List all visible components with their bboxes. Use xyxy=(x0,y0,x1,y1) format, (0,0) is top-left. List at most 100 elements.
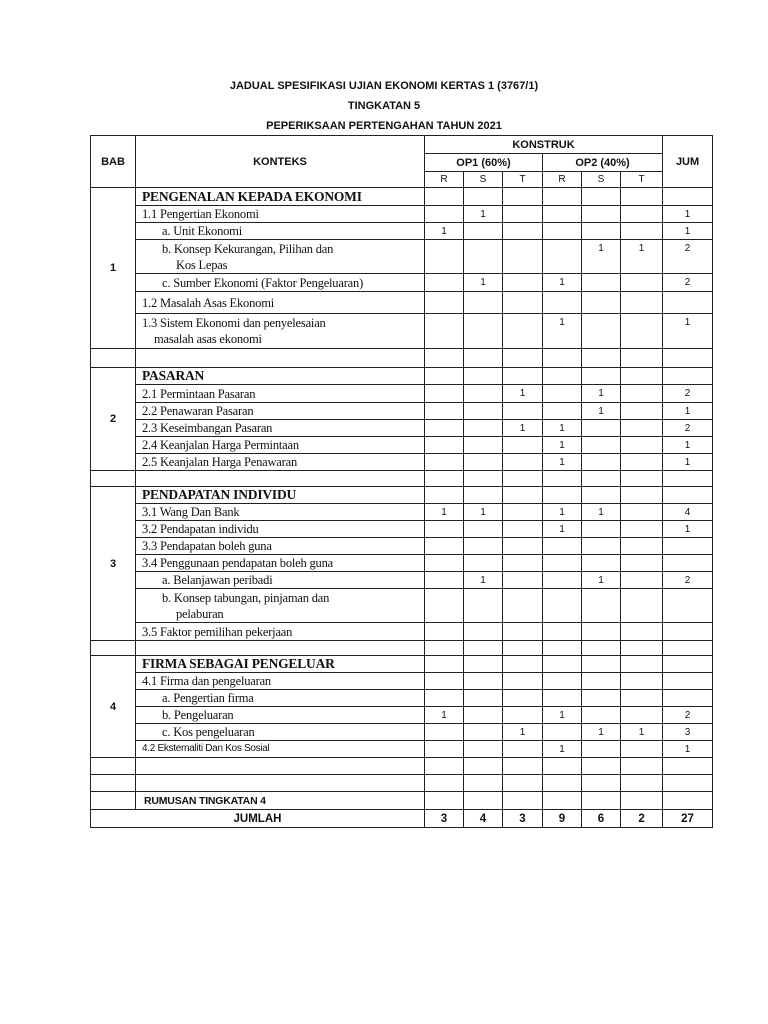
konteks-text: 2.2 Penawaran Pasaran xyxy=(142,404,254,418)
konteks-text: 4.1 Firma dan pengeluaran xyxy=(142,674,271,688)
header-level-op1-t: T xyxy=(502,171,543,188)
score-cell xyxy=(463,402,503,420)
jum-cell: 1 xyxy=(662,453,714,471)
score-cell xyxy=(581,774,621,792)
jum-cell: 1 xyxy=(662,313,714,349)
score-cell xyxy=(542,205,582,223)
total-cell: 6 xyxy=(581,809,621,828)
score-cell xyxy=(463,554,503,572)
table-row: a. Unit Ekonomi 1 1 xyxy=(91,222,714,240)
score-cell xyxy=(463,706,503,724)
score-cell xyxy=(542,291,582,314)
score-cell xyxy=(619,622,664,641)
score-cell xyxy=(502,436,543,454)
jum-cell: 3 xyxy=(662,723,714,741)
score-cell xyxy=(619,273,664,292)
header-level-op1-s: S xyxy=(463,171,503,188)
score-cell xyxy=(581,419,621,437)
score-cell: 1 xyxy=(619,239,664,274)
score-cell xyxy=(424,520,464,538)
konteks-text-line2: masalah asas ekonomi xyxy=(154,332,262,346)
konteks-text: b. Konsep tabungan, pinjaman dan xyxy=(162,590,330,605)
score-cell xyxy=(542,757,582,775)
score-cell xyxy=(581,757,621,775)
score-cell xyxy=(619,689,664,707)
score-cell: 1 xyxy=(463,273,503,292)
score-cell xyxy=(581,486,621,504)
score-cell xyxy=(581,655,621,673)
score-cell xyxy=(581,436,621,454)
konteks-text: b. Pengeluaran xyxy=(162,708,234,722)
score-cell xyxy=(581,554,621,572)
score-cell xyxy=(542,640,582,656)
score-cell xyxy=(502,706,543,724)
jum-cell xyxy=(662,470,714,487)
table-row: 2.3 Keseimbangan Pasaran 1 1 2 xyxy=(91,419,714,437)
jum-cell xyxy=(662,655,714,673)
score-cell xyxy=(463,655,503,673)
score-cell xyxy=(619,672,664,690)
score-cell xyxy=(542,774,582,792)
score-cell xyxy=(502,239,543,274)
jum-cell: 2 xyxy=(662,273,714,292)
score-cell xyxy=(463,222,503,240)
score-cell xyxy=(463,622,503,641)
table-row: b. Konsep tabungan, pinjaman dan pelabura… xyxy=(91,588,714,623)
table-row: 4 FIRMA SEBAGAI PENGELUAR xyxy=(90,655,714,758)
konteks-text: 3.4 Penggunaan pendapatan boleh guna xyxy=(142,556,334,570)
score-cell xyxy=(502,672,543,690)
jum-cell xyxy=(662,689,714,707)
jum-cell: 2 xyxy=(662,384,714,403)
score-cell xyxy=(424,402,464,420)
table-row: 4.2 Eksternaliti Dan Kos Sosial 1 1 xyxy=(91,740,714,758)
score-cell xyxy=(581,291,621,314)
score-cell xyxy=(581,453,621,471)
total-row: JUMLAH 3 4 3 9 6 2 27 xyxy=(90,809,714,828)
score-cell xyxy=(619,313,664,349)
score-cell xyxy=(463,470,503,487)
score-cell xyxy=(424,640,464,656)
score-cell xyxy=(542,187,582,206)
score-cell xyxy=(581,791,621,810)
score-cell xyxy=(619,367,664,385)
score-cell xyxy=(424,470,464,487)
header-level-op2-s: S xyxy=(581,171,621,188)
konteks-cell: 1.2 Masalah Asas Ekonomi xyxy=(135,291,425,314)
topic-heading: FIRMA SEBAGAI PENGELUAR xyxy=(135,655,425,673)
score-cell xyxy=(581,588,621,623)
score-cell xyxy=(502,537,543,555)
konteks-text: 3.1 Wang Dan Bank xyxy=(142,505,240,519)
score-cell xyxy=(463,740,503,758)
score-cell xyxy=(581,520,621,538)
score-cell xyxy=(542,588,582,623)
table-row: 2 PASARAN xyxy=(90,367,714,471)
topic-heading: PASARAN xyxy=(135,367,425,385)
table-row: RUMUSAN TINGKATAN 4 xyxy=(90,791,714,810)
konteks-cell: a. Belanjawan peribadi xyxy=(135,571,425,589)
grand-total: 27 xyxy=(662,809,714,828)
table-row: c. Sumber Ekonomi (Faktor Pengeluaran) 1 1… xyxy=(91,273,714,292)
bab-cell: 1 xyxy=(90,187,136,349)
score-cell: 1 xyxy=(463,503,503,521)
score-cell xyxy=(424,205,464,223)
score-cell: 1 xyxy=(542,740,582,758)
table-row: 3.4 Penggunaan pendapatan boleh guna xyxy=(91,554,714,572)
score-cell xyxy=(502,588,543,623)
table-row: c. Kos pengeluaran 1 1 1 3 xyxy=(91,723,714,741)
konteks-text: a. Pengertian firma xyxy=(162,691,254,705)
jum-cell: 2 xyxy=(662,239,714,274)
score-cell xyxy=(424,486,464,504)
jum-cell xyxy=(662,187,714,206)
konteks-cell: c. Sumber Ekonomi (Faktor Pengeluaran) xyxy=(135,273,425,292)
bab-cell: 2 xyxy=(90,367,136,471)
bab-cell xyxy=(90,791,136,810)
table-row xyxy=(90,774,714,792)
konteks-cell: 3.2 Pendapatan individu xyxy=(135,520,425,538)
score-cell xyxy=(502,486,543,504)
table-row xyxy=(90,640,714,656)
score-cell xyxy=(424,791,464,810)
score-cell xyxy=(424,384,464,403)
score-cell xyxy=(463,588,503,623)
score-cell xyxy=(424,622,464,641)
konteks-cell xyxy=(135,470,425,487)
